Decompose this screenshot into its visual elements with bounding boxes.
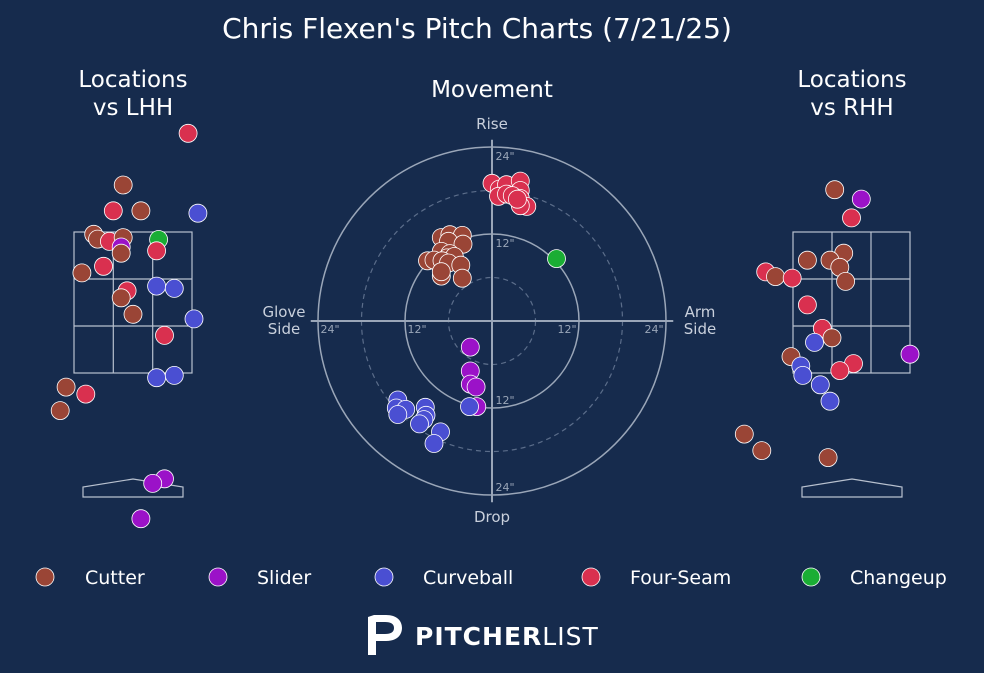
lhh-pitch-four-seam [178,123,198,143]
rhh-pitch-four-seam [782,268,802,288]
legend-swatch-four-seam [581,567,601,587]
lhh-pitch-four-seam [76,384,96,404]
lhh-pitch-curveball [188,203,208,223]
movement-pitch-curveball [424,434,444,453]
rhh-pitch-cutter [798,250,817,270]
lhh-title-line1: Locations [78,67,187,93]
pitcherlist-logo: PITCHERLIST [368,615,599,655]
movement-title: Movement [431,77,553,103]
movement-pitch-changeup [547,249,566,269]
rhh-pitch-cutter [818,448,838,468]
movement-pitch-curveball [460,397,479,417]
legend-swatch-cutter [35,567,55,587]
movement-label-glove-side: Side [268,320,300,338]
movement-pitch-slider [466,377,486,397]
lhh-pitch-curveball [147,368,167,388]
rhh-pitch-cutter [734,424,754,444]
movement-pitch-cutter [431,262,451,282]
lhh-pitch-cutter [72,263,92,283]
lhh-pitch-curveball [164,278,184,298]
pitcherlist-wordmark: PITCHERLIST [415,622,599,651]
movement-label-arm: Arm [685,303,716,321]
lhh-pitch-curveball [164,365,184,385]
lhh-pitch-cutter [50,401,70,421]
rhh-pitch-curveball [805,332,824,352]
ring-label-bottom-24: 24" [495,481,514,494]
movement-label-arm-side: Side [684,320,716,338]
legend-swatch-curveball [374,567,394,587]
movement-label-rise: Rise [476,115,508,133]
lhh-title-line2: vs LHH [93,95,173,121]
chart-title: Chris Flexen's Pitch Charts (7/21/25) [222,12,732,45]
rhh-home-plate [801,478,903,498]
lhh-pitch-cutter [111,243,131,263]
rhh-pitch-cutter [752,441,772,461]
rhh-pitch-curveball [820,391,840,411]
ring-label-bottom-12: 12" [495,394,514,407]
lhh-pitch-four-seam [94,256,113,276]
movement-label-drop: Drop [474,508,510,526]
movement-pitch-curveball [410,414,429,434]
lhh-pitch-cutter [56,377,76,397]
rhh-pitch-cutter [822,328,842,348]
rhh-title-line2: vs RHH [810,95,893,121]
lhh-pitch-cutter [113,175,133,195]
lhh-pitch-curveball [147,276,167,296]
legend-label-changeup: Changeup [850,567,947,589]
legend-label-cutter: Cutter [85,567,145,589]
ring-label-top-12: 12" [495,237,514,250]
movement-pitch-four-seam [508,189,527,209]
rhh-title-line1: Locations [797,67,906,93]
lhh-pitch-four-seam [103,201,123,221]
rhh-pitch-cutter [836,271,855,291]
rhh-pitch-cutter [825,180,845,200]
pitcherlist-logo-mark [368,615,402,655]
movement-pitch-slider [460,337,480,357]
movement-pitch-cutter [452,268,472,288]
rhh-pitch-slider [851,189,871,209]
rhh-pitch-four-seam [798,295,817,315]
ring-label-left-12: 12" [407,323,426,336]
lhh-pitch-curveball [184,309,204,329]
rhh-pitch-curveball [793,365,813,385]
rhh-pitch-four-seam [830,361,850,381]
lhh-strike-zone [73,231,193,374]
legend-label-curveball: Curveball [423,567,513,589]
lhh-pitch-four-seam [147,241,167,261]
rhh-pitch-four-seam [842,208,861,228]
legend-label-slider: Slider [257,567,311,589]
lhh-pitch-markers [50,123,208,529]
ring-label-right-24: 24" [644,323,663,336]
movement-pitch-curveball [388,405,408,424]
ring-label-right-12: 12" [557,323,576,336]
lhh-pitch-four-seam [155,325,174,345]
rhh-pitch-slider [900,344,920,364]
legend: Cutter Slider Curveball Four-Seam Change… [35,567,947,589]
movement-label-glove: Glove [262,303,305,321]
legend-item-changeup: Changeup [801,567,947,589]
lhh-pitch-cutter [131,201,151,221]
legend-item-cutter: Cutter [35,567,145,589]
rhh-pitch-cutter [766,267,785,287]
lhh-pitch-slider [131,509,151,529]
ring-label-left-24: 24" [320,323,339,336]
ring-label-top-24: 24" [495,150,514,163]
legend-label-four-seam: Four-Seam [630,567,731,589]
rhh-pitch-curveball [810,375,830,395]
legend-item-curveball: Curveball [374,567,513,589]
legend-swatch-slider [208,567,228,587]
rhh-pitch-markers [734,180,920,468]
legend-item-four-seam: Four-Seam [581,567,731,589]
legend-swatch-changeup [801,567,821,587]
movement-pitch-markers [386,171,566,453]
lhh-pitch-slider [143,473,163,493]
lhh-pitch-cutter [123,304,143,324]
lhh-pitch-cutter [111,288,131,308]
legend-item-slider: Slider [208,567,311,589]
